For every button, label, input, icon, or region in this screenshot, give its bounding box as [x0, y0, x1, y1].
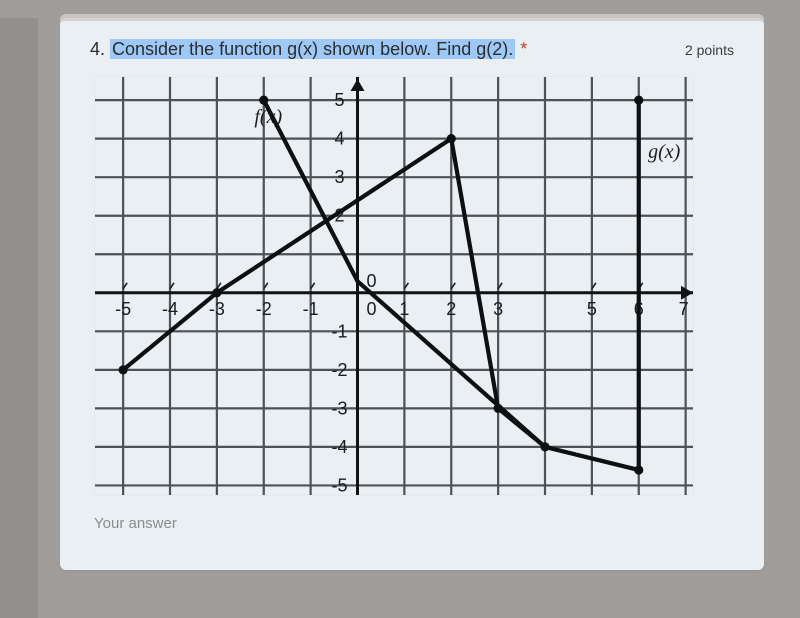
question-number: 4. [90, 39, 105, 59]
svg-text:7: 7 [679, 299, 689, 319]
svg-text:-2: -2 [331, 360, 347, 380]
svg-text:-2: -2 [256, 299, 272, 319]
answer-input[interactable]: Your answer [94, 515, 734, 544]
question-header: 4. Consider the function g(x) shown belo… [90, 39, 734, 60]
svg-text:4: 4 [334, 129, 344, 149]
question-points: 2 points [685, 42, 734, 58]
question-text: 4. Consider the function g(x) shown belo… [90, 39, 527, 60]
svg-text:-4: -4 [331, 437, 347, 457]
page-margin [0, 18, 38, 618]
question-prompt: Consider the function g(x) shown below. … [110, 39, 515, 59]
svg-text:-1: -1 [303, 299, 319, 319]
svg-text:5: 5 [587, 299, 597, 319]
svg-text:5: 5 [334, 90, 344, 110]
question-card: 4. Consider the function g(x) shown belo… [60, 18, 764, 570]
svg-text:2: 2 [446, 299, 456, 319]
svg-text:-3: -3 [209, 299, 225, 319]
svg-text:-5: -5 [331, 475, 347, 495]
svg-text:-1: -1 [331, 321, 347, 341]
svg-text:3: 3 [334, 167, 344, 187]
graph-container: -5-4-3-2-11235600-5-4-3-2-12453f(x)g(x)7 [94, 76, 694, 501]
function-graph: -5-4-3-2-11235600-5-4-3-2-12453f(x)g(x)7 [94, 76, 694, 496]
svg-text:1: 1 [399, 299, 409, 319]
svg-text:3: 3 [493, 299, 503, 319]
svg-text:-5: -5 [115, 299, 131, 319]
svg-text:g(x): g(x) [648, 141, 681, 163]
svg-text:-3: -3 [331, 398, 347, 418]
required-marker: * [520, 39, 527, 59]
svg-text:-4: -4 [162, 299, 178, 319]
svg-text:0: 0 [366, 299, 376, 319]
